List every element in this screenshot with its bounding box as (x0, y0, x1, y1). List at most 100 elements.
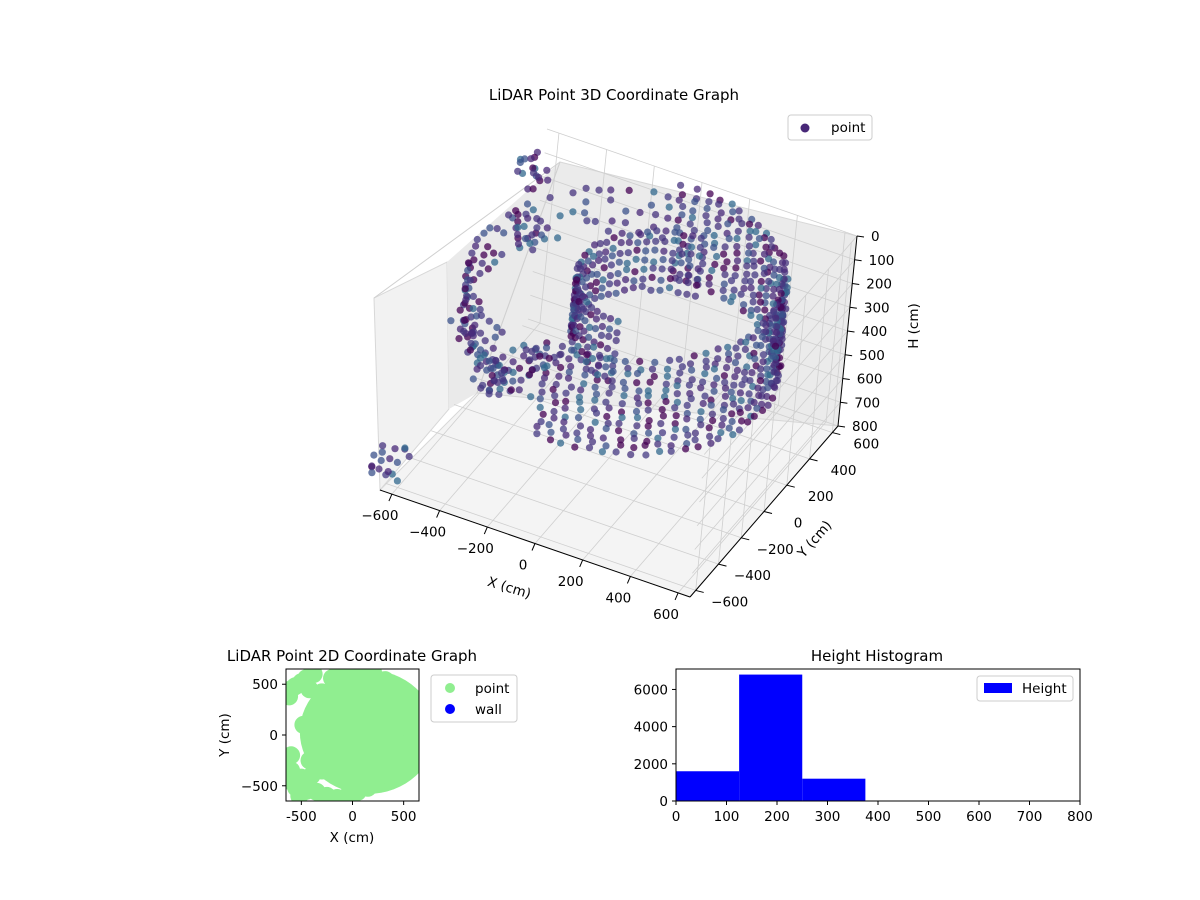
point-3d (597, 341, 605, 349)
point-3d (469, 292, 477, 300)
point-3d (720, 372, 729, 380)
point-3d (749, 291, 758, 299)
point-3d (650, 372, 658, 381)
point-3d (686, 360, 695, 368)
point-3d (608, 217, 616, 225)
point-3d (565, 368, 573, 376)
point-3d (528, 231, 536, 239)
point-3d (467, 329, 476, 337)
point-3d (509, 346, 517, 354)
point-3d (608, 252, 616, 260)
point-3d (711, 260, 719, 269)
point-3d (729, 431, 737, 439)
point-3d (573, 276, 581, 284)
point-3d (750, 398, 758, 407)
x-tick-3d (674, 592, 679, 601)
point-3d (723, 258, 731, 266)
x-tick-label-hist: 500 (916, 809, 942, 825)
histogram-bar (802, 778, 866, 801)
point-3d (710, 365, 719, 373)
point-3d (754, 221, 762, 229)
point-3d (691, 292, 700, 300)
point-3d (521, 235, 530, 243)
point-3d (476, 346, 485, 354)
point-3d (725, 235, 733, 243)
point-3d (537, 231, 546, 239)
point-3d (688, 243, 696, 251)
point-3d (593, 307, 601, 315)
point-2d (312, 720, 331, 739)
point-3d (732, 344, 740, 352)
y-axis-label-2d: Y (cm) (217, 713, 233, 758)
point-3d (604, 227, 613, 235)
point-3d (493, 225, 501, 233)
point-3d (581, 371, 589, 379)
point-3d (739, 307, 747, 315)
x-axis-label-2d: X (cm) (330, 830, 375, 846)
point-3d (684, 279, 692, 287)
point-3d (737, 397, 745, 405)
point-3d (759, 358, 767, 366)
point-3d (520, 222, 528, 230)
z-tick-label-3d: 200 (866, 277, 892, 293)
point-3d (640, 265, 648, 273)
point-3d (624, 249, 632, 257)
point-3d (580, 327, 588, 335)
point-3d (535, 173, 543, 181)
point-3d (375, 465, 383, 473)
point-3d (683, 415, 691, 423)
point-3d (532, 344, 540, 352)
point-3d (475, 298, 483, 306)
point-3d (582, 184, 590, 192)
point-3d (738, 220, 746, 228)
point-3d (725, 424, 733, 432)
point-3d (745, 249, 753, 257)
point-3d (754, 327, 762, 335)
point-3d (710, 381, 718, 389)
point-3d (702, 349, 710, 357)
point-3d (721, 271, 729, 279)
point-3d (514, 210, 522, 219)
point-3d (603, 344, 612, 353)
point-3d (707, 288, 715, 296)
x-axis-label-3d: X (cm) (485, 574, 532, 602)
point-3d (520, 352, 528, 360)
point-3d (631, 268, 639, 276)
point-3d (569, 208, 577, 216)
point-3d (771, 383, 779, 392)
z-tick-label-3d: 700 (854, 395, 880, 411)
chart-2d-title: LiDAR Point 2D Coordinate Graph (227, 647, 477, 665)
point-3d (569, 189, 577, 197)
point-3d (741, 345, 750, 353)
grid-line-right-h (694, 378, 844, 550)
point-3d (644, 399, 652, 407)
point-3d (401, 444, 409, 452)
grid-line-floor-y (453, 404, 765, 512)
point-3d (735, 207, 743, 215)
point-3d (575, 298, 583, 306)
point-3d (602, 425, 610, 433)
point-3d (595, 186, 603, 194)
point-3d (613, 329, 621, 337)
point-3d (595, 250, 603, 258)
point-3d (602, 442, 610, 450)
point-3d (697, 408, 705, 416)
point-3d (609, 362, 617, 370)
point-3d (719, 406, 728, 414)
point-3d (593, 270, 601, 278)
point-3d (741, 277, 749, 285)
point-3d (724, 343, 732, 351)
point-3d (546, 436, 555, 444)
point-3d (767, 243, 776, 251)
point-3d (648, 273, 656, 281)
point-3d (685, 381, 694, 389)
point-3d (391, 445, 399, 453)
point-3d (721, 243, 729, 251)
point-3d (516, 158, 524, 167)
point-3d (489, 364, 497, 373)
point-3d (592, 278, 601, 286)
point-3d (763, 392, 771, 401)
point-3d (688, 214, 697, 222)
point-3d (769, 300, 777, 308)
point-3d (540, 374, 549, 382)
